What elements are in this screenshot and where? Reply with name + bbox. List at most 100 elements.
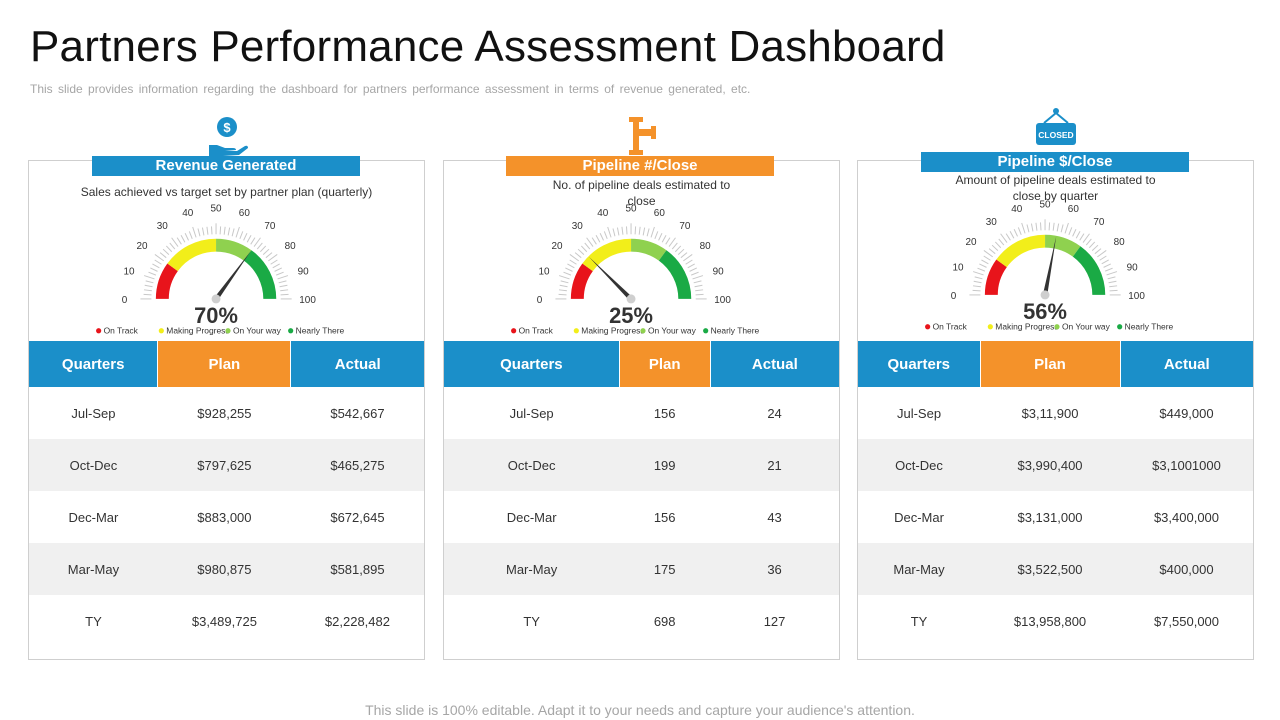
gauge-tick-mark (145, 280, 154, 284)
closed-sign-icon: CLOSED (1032, 107, 1080, 151)
gauge-tick-mark (235, 226, 240, 238)
gauge-band-making-progress (167, 238, 217, 272)
gauge-tick-mark (262, 248, 270, 256)
gauge-tick-label: 20 (551, 241, 563, 252)
gauge-tick-mark (239, 231, 244, 239)
gauge-tick-mark (642, 227, 646, 236)
pipeline-count-banner: Pipeline #/Close (506, 156, 774, 176)
gauge-tick-mark (1082, 233, 1090, 243)
gauge-tick-mark (981, 259, 989, 265)
gauge-tick-label: 40 (182, 208, 194, 219)
gauge-tick-mark (268, 254, 278, 262)
column-header-actual: Actual (710, 341, 839, 387)
gauge-tick-mark (280, 289, 289, 292)
gauge-tick-mark (1099, 255, 1107, 261)
pipeline-count-table: Quarters Plan Actual Jul-Sep 156 24 Oct-De… (444, 341, 839, 647)
gauge-tick-label: 60 (654, 208, 666, 219)
gauge-tick-label: 40 (1011, 204, 1023, 215)
legend-label: Nearly There (711, 326, 760, 336)
gauge-tick-mark (586, 237, 594, 247)
gauge-tick-mark (692, 275, 704, 280)
column-header-quarters: Quarters (29, 341, 158, 387)
gauge-tick-mark (567, 263, 575, 269)
legend-dot (573, 328, 579, 334)
page-subtitle: This slide provides information regardin… (30, 82, 751, 96)
gauge-tick-mark (165, 245, 173, 253)
table-cell: Dec-Mar (506, 509, 557, 525)
gauge-tick-mark (188, 231, 193, 239)
gauge-tick-mark (144, 284, 153, 288)
gauge-tick-label: 50 (626, 203, 638, 214)
gauge-tick-mark (253, 237, 261, 247)
gauge-tick-mark (991, 244, 999, 252)
revenue-gauge: 0 10 20 30 40 50 60 70 80 90 100 70% On Track Making … (96, 203, 345, 336)
table-cell: Oct-Dec (29, 439, 158, 491)
gauge-band-on-your-way (630, 238, 667, 261)
dollar-hand-icon: $ (203, 115, 251, 159)
table-row: Oct-Dec 199 21 (444, 439, 839, 491)
gauge-tick-mark (1005, 233, 1011, 241)
gauge-tick-label: 40 (597, 208, 609, 219)
gauge-tick-label: 0 (951, 291, 957, 302)
gauge-tick-mark (983, 250, 994, 258)
gauge-tick-label: 20 (136, 241, 148, 252)
table-row: Dec-Mar $3,131,000 $3,400,000 (858, 491, 1253, 543)
gauge-tick-label: 70 (264, 221, 276, 232)
gauge-tick-label: 30 (986, 217, 998, 228)
gauge-tick-label: 90 (1127, 263, 1139, 274)
legend-dot (925, 324, 931, 330)
gauge-tick-label: 100 (1128, 291, 1145, 302)
pipeline-pipe-icon (618, 115, 666, 159)
gauge-tick-mark (569, 254, 580, 262)
gauge-tick-mark (1097, 250, 1107, 258)
table-cell: $400,000 (1120, 543, 1253, 595)
table-row: Oct-Dec $3,990,400 $3,1001000 (858, 439, 1253, 491)
legend-dot (511, 328, 517, 334)
gauge-tick-mark (674, 245, 682, 253)
gauge-tick-mark (974, 276, 983, 280)
table-cell: Jul-Sep (896, 405, 942, 421)
gauge-needle-hub (626, 294, 636, 304)
gauge-tick-mark (654, 231, 659, 239)
gauge-needle (1042, 236, 1057, 296)
gauge-tick-mark (180, 235, 186, 243)
gauge-band-on-your-way (215, 238, 252, 261)
gauge-needle-hub (211, 294, 221, 304)
gauge-tick-mark (695, 289, 704, 292)
table-cell: $797,625 (157, 439, 291, 491)
revenue-description: Sales achieved vs target set by partner … (80, 185, 373, 199)
gauge-band-on-track (984, 259, 1007, 296)
gauge-tick-mark (580, 245, 588, 253)
gauge-tick-mark (206, 226, 209, 235)
revenue-table: Quarters Plan Actual Jul-Sep $928,255 $542… (29, 341, 424, 647)
gauge-tick-mark (979, 263, 987, 268)
gauge-tick-mark (277, 275, 289, 280)
table-cell: Jul-Sep (71, 405, 116, 421)
legend-label: On Your way (648, 326, 697, 336)
legend-dot (703, 328, 709, 334)
gauge-needle (214, 250, 252, 301)
legend-label: Nearly There (296, 326, 345, 336)
gauge-tick-mark (559, 284, 568, 288)
table-cell: $542,667 (330, 405, 385, 421)
table-cell: $7,550,000 (1153, 613, 1220, 629)
gauge-tick-mark (1013, 228, 1018, 237)
pipeline-amount-gauge: 0 10 20 30 40 50 60 70 80 90 100 56% On Track Making … (925, 199, 1174, 332)
gauge-tick-mark (558, 289, 567, 292)
legend-label: Making Progress (581, 326, 644, 336)
gauge-band-making-progress (996, 234, 1046, 268)
table-cell: $13,958,800 (1013, 613, 1087, 629)
gauge-tick-mark (1072, 228, 1077, 237)
table-cell: 156 (653, 509, 676, 525)
gauge-band-nearly-there (1072, 246, 1106, 296)
gauge-tick-mark (1079, 233, 1085, 241)
footer-note: This slide is 100% editable. Adapt it to… (365, 702, 915, 718)
legend-label: On Your way (1062, 322, 1111, 332)
table-cell: 127 (763, 613, 786, 629)
gauge-tick-mark (169, 242, 176, 250)
gauge-tick-mark (599, 232, 604, 241)
gauge-needle-hub (1040, 290, 1050, 300)
gauge-tick-mark (972, 285, 981, 288)
legend-label: Making Progress (995, 322, 1058, 332)
gauge-band-nearly-there (243, 250, 277, 300)
